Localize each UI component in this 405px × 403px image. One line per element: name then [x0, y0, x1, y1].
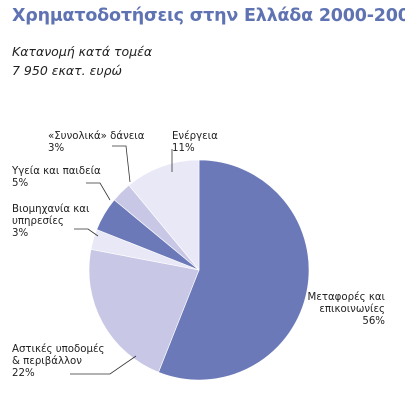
slice-label-line: Βιομηχανία και — [12, 203, 90, 215]
slice-label: Αστικές υποδομές & περιβάλλον 22% — [12, 343, 104, 379]
slice-percent: 5% — [12, 178, 28, 189]
slice-percent: 22% — [12, 368, 35, 379]
slice-label-line: υπηρεσίες — [12, 215, 64, 227]
slice-labels: Μεταφορές και επικοινωνίες 56% Αστικές υποδ… — [11, 130, 386, 379]
slice-label: Μεταφορές και επικοινωνίες 56% — [308, 291, 386, 327]
leader-line — [86, 182, 111, 201]
pie-slice — [128, 159, 200, 271]
slice-label-line: Αστικές υποδομές — [12, 343, 104, 355]
slice-label: Ενέργεια 11% — [172, 130, 218, 154]
slice-label: Βιομηχανία και υπηρεσίες 3% — [12, 203, 90, 239]
slice-label-line: & περιβάλλον — [12, 355, 82, 367]
slice-label-line: επικοινωνίες — [319, 303, 385, 315]
slice-label-line: Ενέργεια — [172, 130, 218, 142]
chart-subtitle: Κατανομή κατά τομέα — [12, 44, 153, 59]
slice-percent: 11% — [172, 143, 195, 154]
leader-line — [112, 145, 131, 183]
slice-label-line: Υγεία και παιδεία — [11, 165, 101, 177]
pie-slice — [158, 159, 310, 381]
slice-percent: 3% — [48, 143, 64, 154]
pie-slices — [88, 159, 310, 381]
slice-label: Υγεία και παιδεία 5% — [11, 165, 101, 189]
slice-percent: 56% — [362, 316, 385, 327]
pie-slice — [88, 249, 200, 373]
chart-title: Χρηματοδοτήσεις στην Ελλάδα 2000-2005 — [12, 6, 405, 26]
slice-label: «Συνολικά» δάνεια 3% — [48, 130, 145, 154]
leader-line — [70, 355, 137, 375]
leader-line — [74, 228, 99, 237]
slice-label-line: Μεταφορές και — [308, 291, 386, 303]
chart-total: 7 950 εκατ. ευρώ — [12, 63, 122, 78]
slice-percent: 3% — [12, 228, 28, 239]
slice-label-line: «Συνολικά» δάνεια — [48, 130, 145, 142]
leader-lines — [70, 145, 173, 375]
